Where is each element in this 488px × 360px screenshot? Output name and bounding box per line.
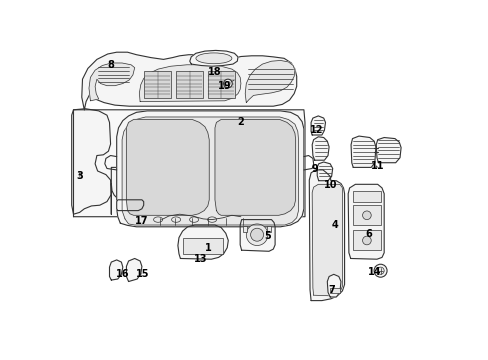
Polygon shape [73,110,305,217]
Polygon shape [311,137,328,160]
Bar [352,205,380,225]
Ellipse shape [196,53,231,64]
Text: 11: 11 [370,161,384,171]
Ellipse shape [218,124,228,131]
Polygon shape [72,109,111,214]
Polygon shape [311,184,342,296]
Text: 15: 15 [136,269,149,279]
Text: 7: 7 [327,285,334,295]
Ellipse shape [153,217,163,222]
Bar [144,71,171,98]
Polygon shape [189,50,238,66]
Text: 2: 2 [237,117,244,127]
Text: 18: 18 [207,67,221,77]
Text: 6: 6 [365,229,371,239]
Polygon shape [244,60,294,103]
Polygon shape [309,170,344,301]
Text: 14: 14 [367,267,381,277]
Circle shape [225,81,230,86]
Bar [329,288,340,293]
Text: 16: 16 [116,269,130,279]
Bar [266,226,270,232]
Polygon shape [111,166,241,214]
Polygon shape [215,120,295,215]
Bar [176,71,203,98]
Text: 9: 9 [311,164,317,174]
Text: 1: 1 [204,243,211,253]
Polygon shape [126,258,142,282]
Polygon shape [240,220,275,251]
Polygon shape [178,225,228,259]
Text: 8: 8 [107,60,114,70]
Ellipse shape [207,217,216,222]
Ellipse shape [171,217,180,222]
Polygon shape [89,63,134,101]
Bar [352,191,380,202]
Polygon shape [126,120,209,215]
Text: 3: 3 [77,171,83,181]
Text: 13: 13 [193,254,207,264]
Circle shape [373,264,386,277]
Circle shape [250,228,263,241]
Bar [183,238,223,254]
Polygon shape [109,260,122,280]
Text: 19: 19 [217,81,231,91]
Polygon shape [375,138,400,163]
Polygon shape [122,117,298,225]
Circle shape [246,224,267,246]
Polygon shape [317,162,332,181]
Polygon shape [350,136,375,167]
Bar [352,230,380,250]
Ellipse shape [189,217,198,222]
Polygon shape [117,200,143,211]
Polygon shape [139,65,241,102]
Polygon shape [310,116,325,135]
Polygon shape [347,184,384,259]
Text: 4: 4 [330,220,337,230]
Circle shape [376,267,384,274]
Bar [242,226,246,232]
Circle shape [362,211,370,220]
Circle shape [223,79,232,88]
Text: 10: 10 [324,180,337,190]
Ellipse shape [244,125,254,132]
Ellipse shape [231,125,241,132]
Text: 5: 5 [264,231,271,241]
Text: 12: 12 [309,125,323,135]
Circle shape [362,236,370,245]
Polygon shape [117,111,303,227]
Text: 17: 17 [135,216,148,226]
Polygon shape [326,274,340,297]
Polygon shape [81,52,296,110]
Bar [207,71,234,98]
